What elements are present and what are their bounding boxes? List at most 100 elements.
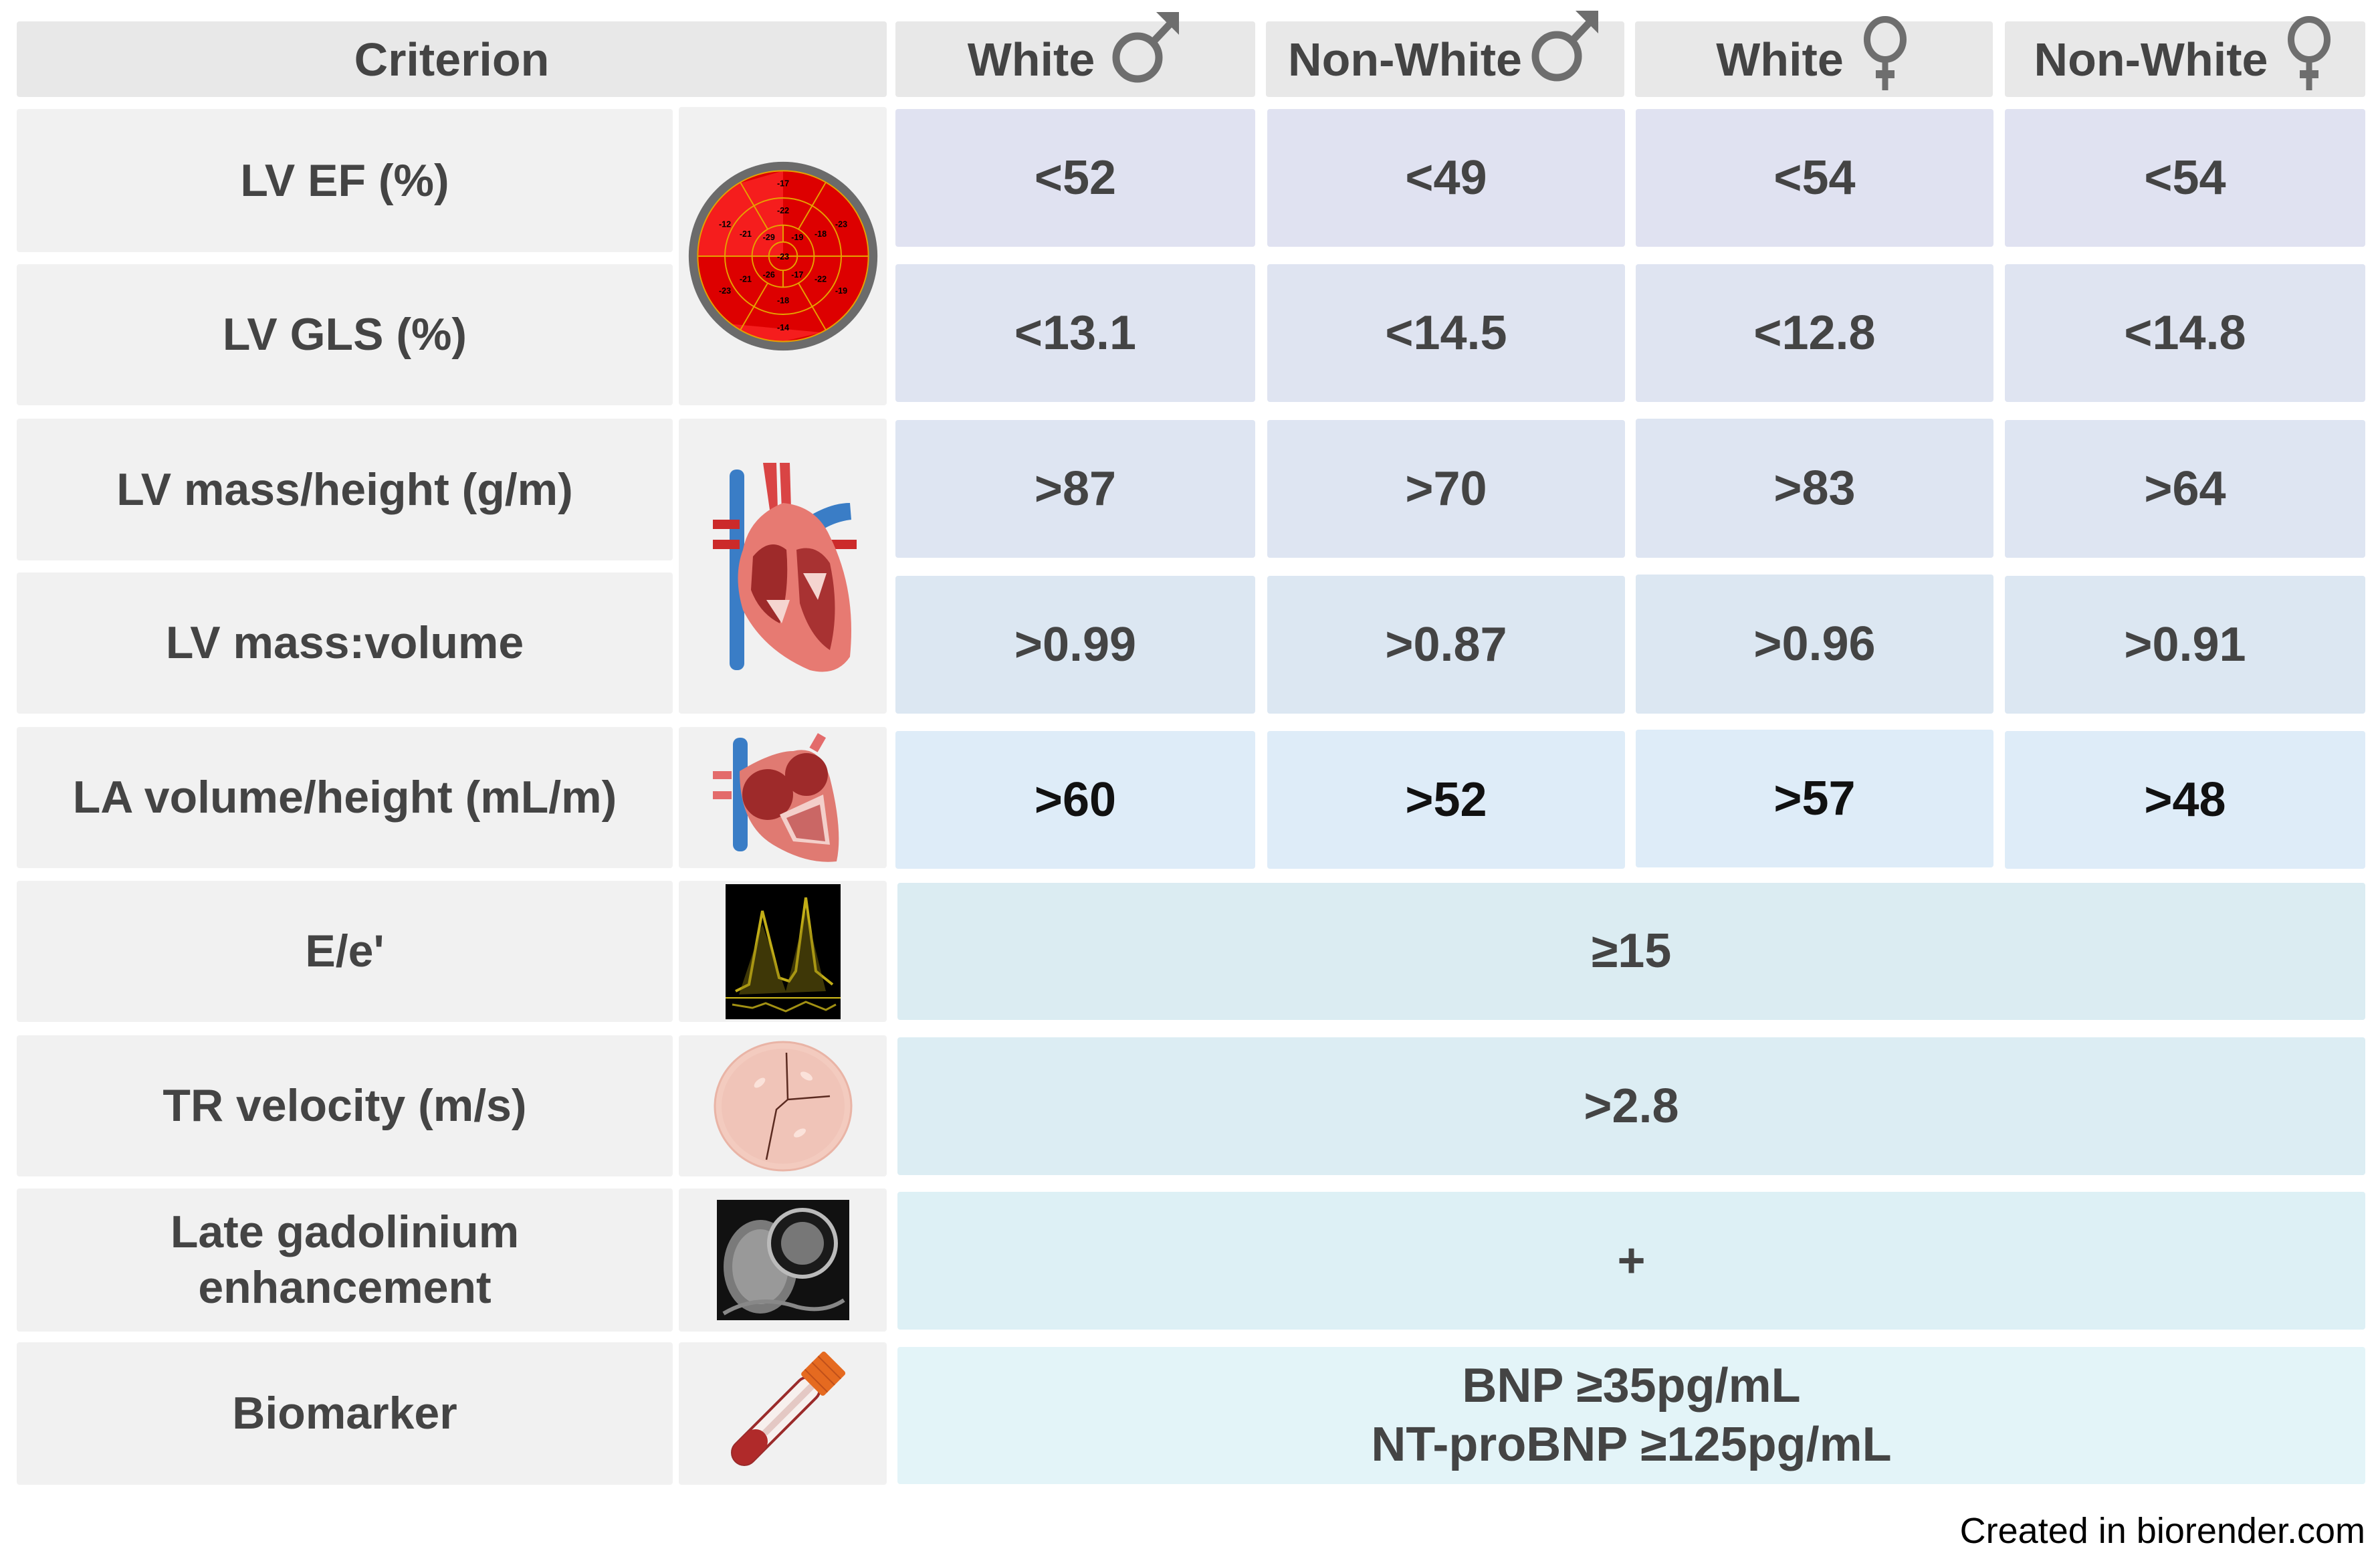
header-label: Non-White <box>2034 33 2268 86</box>
value-text: <52 <box>1034 150 1117 205</box>
value-text: >0.91 <box>2124 617 2246 671</box>
svg-text:-21: -21 <box>739 275 751 284</box>
header-label: White <box>1716 33 1844 86</box>
svg-text:-18: -18 <box>814 229 826 239</box>
icon-cell-valve <box>679 1035 887 1176</box>
value-lv-gls-white-female: <12.8 <box>1636 264 1993 402</box>
male-symbol-icon <box>1109 12 1183 97</box>
tricuspid-valve-icon <box>714 1041 852 1171</box>
value-lv-mass-volume-white-female: >0.96 <box>1636 575 1993 714</box>
value-text: >57 <box>1773 771 1856 825</box>
svg-text:-26: -26 <box>762 270 774 280</box>
value-text: <14.5 <box>1385 306 1507 360</box>
icon-cell-heart <box>679 419 887 714</box>
value-la-volume-nonwhite-male: >52 <box>1267 731 1625 869</box>
svg-text:-23: -23 <box>835 220 847 229</box>
svg-text:-22: -22 <box>776 206 788 215</box>
svg-text:-14: -14 <box>776 323 788 332</box>
row-label-lge: Late gadolinium enhancement <box>17 1188 673 1332</box>
svg-text:-19: -19 <box>835 286 847 296</box>
value-text: >60 <box>1034 772 1117 827</box>
value-text: >87 <box>1034 461 1117 516</box>
value-text: ≥15 <box>1591 924 1672 978</box>
doppler-waveform-icon <box>725 883 841 1019</box>
value-lv-mass-height-white-female: >83 <box>1636 419 1993 558</box>
value-lv-ef-nonwhite-female: <54 <box>2005 109 2365 247</box>
value-text: >64 <box>2144 461 2226 516</box>
row-label-tr-velocity: TR velocity (m/s) <box>17 1035 673 1176</box>
row-label-text: LA volume/height (mL/m) <box>72 772 617 823</box>
row-label-text: TR velocity (m/s) <box>163 1080 527 1132</box>
icon-cell-doppler <box>679 881 887 1022</box>
row-label-lv-mass-volume: LV mass:volume <box>17 572 673 714</box>
value-text: >0.96 <box>1753 617 1876 671</box>
value-lv-gls-nonwhite-male: <14.5 <box>1267 264 1625 402</box>
svg-text:-22: -22 <box>814 275 826 284</box>
value-text: <54 <box>2144 150 2226 205</box>
value-text: >2.8 <box>1584 1079 1679 1133</box>
row-label-lv-gls: LV GLS (%) <box>17 264 673 405</box>
icon-cell-la-heart <box>679 727 887 868</box>
icon-cell-mri <box>679 1188 887 1332</box>
icon-cell-tube <box>679 1342 887 1485</box>
value-lv-ef-white-male: <52 <box>895 109 1255 247</box>
footer-credit: Created in biorender.com <box>1959 1511 2365 1551</box>
row-label-lv-mass-height: LV mass/height (g/m) <box>17 419 673 560</box>
value-lv-mass-volume-white-male: >0.99 <box>895 576 1255 714</box>
icon-cell-strain: -17 -12 -23 -22 -21 -18 -29 -19 -23 -26 -17 -21… <box>679 107 887 405</box>
male-symbol-icon <box>1529 11 1602 96</box>
header-nonwhite-female: Non-White <box>2005 16 2365 97</box>
value-text: >48 <box>2144 772 2226 827</box>
svg-text:-18: -18 <box>776 296 788 306</box>
value-e-e-prime-all: ≥15 <box>897 883 2365 1020</box>
value-la-volume-white-female: >57 <box>1636 730 1993 867</box>
heart-cross-section-icon <box>712 732 839 862</box>
svg-text:-19: -19 <box>791 233 803 242</box>
row-label-e-e-prime: E/e' <box>17 881 673 1022</box>
value-text: <13.1 <box>1014 306 1137 360</box>
row-label-text: LV EF (%) <box>240 154 449 206</box>
svg-text:-21: -21 <box>739 229 751 239</box>
svg-text:-29: -29 <box>762 233 774 242</box>
header-criterion: Criterion <box>17 21 887 97</box>
row-label-text: Biomarker <box>232 1388 457 1439</box>
value-biomarker-all: BNP ≥35pg/mL NT-proBNP ≥125pg/mL <box>897 1347 2365 1484</box>
row-label-biomarker: Biomarker <box>17 1342 673 1485</box>
row-label-text: E/e' <box>305 926 385 977</box>
value-text: BNP ≥35pg/mL NT-proBNP ≥125pg/mL <box>1371 1358 1892 1471</box>
row-label-text: LV mass:volume <box>165 617 524 669</box>
row-label-la-volume: LA volume/height (mL/m) <box>17 727 673 868</box>
header-nonwhite-male: Non-White <box>1266 11 1624 97</box>
svg-text:-12: -12 <box>718 220 730 229</box>
row-label-text: LV mass/height (g/m) <box>116 463 573 515</box>
header-white-female: White <box>1635 16 1993 97</box>
value-text: <12.8 <box>1753 306 1876 360</box>
header-white-male: White <box>895 12 1255 97</box>
value-lv-gls-white-male: <13.1 <box>895 264 1255 402</box>
value-lv-mass-height-nonwhite-female: >64 <box>2005 420 2365 558</box>
value-text: >83 <box>1773 461 1856 515</box>
strain-bullseye-icon: -17 -12 -23 -22 -21 -18 -29 -19 -23 -26 -17 -21… <box>688 161 877 351</box>
svg-text:-17: -17 <box>791 270 803 280</box>
female-symbol-icon <box>1858 15 1912 103</box>
header-label: Non-White <box>1288 33 1522 86</box>
female-symbol-icon <box>2282 15 2336 103</box>
value-la-volume-nonwhite-female: >48 <box>2005 731 2365 869</box>
header-criterion-label: Criterion <box>354 33 550 86</box>
value-text: + <box>1617 1233 1646 1287</box>
value-text: >52 <box>1405 772 1487 827</box>
svg-text:-17: -17 <box>776 179 788 189</box>
value-lv-mass-height-nonwhite-male: >70 <box>1267 420 1625 558</box>
value-la-volume-white-male: >60 <box>895 731 1255 869</box>
value-tr-velocity-all: >2.8 <box>897 1037 2365 1175</box>
value-text: >70 <box>1405 461 1487 516</box>
value-text: <14.8 <box>2124 306 2246 360</box>
value-lv-ef-white-female: <54 <box>1636 109 1993 247</box>
header-label: White <box>967 33 1095 86</box>
value-text: <54 <box>1773 150 1856 205</box>
blood-tube-icon <box>730 1351 845 1466</box>
svg-text:-23: -23 <box>718 286 730 296</box>
value-text: >0.87 <box>1385 617 1507 671</box>
heart-anatomy-icon <box>712 462 857 671</box>
value-lv-mass-volume-nonwhite-male: >0.87 <box>1267 576 1625 714</box>
